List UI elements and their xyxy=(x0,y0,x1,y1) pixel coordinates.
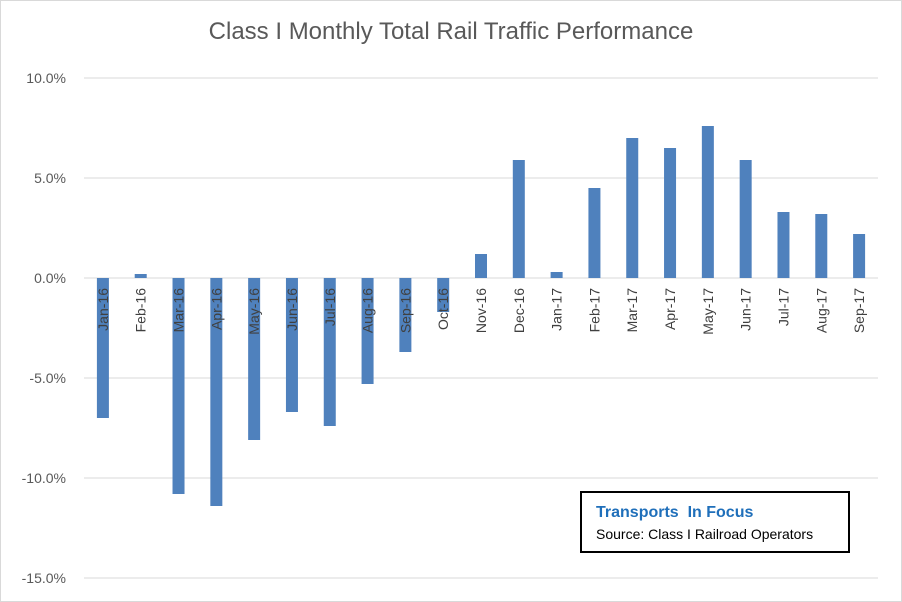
bar xyxy=(172,278,185,494)
y-tick-label: -5.0% xyxy=(29,370,66,386)
bar xyxy=(626,138,639,278)
bar xyxy=(550,272,563,278)
y-tick-label: -10.0% xyxy=(22,470,66,486)
x-category-label: Jul-17 xyxy=(775,288,791,326)
y-axis-tick-labels: 10.0% 5.0% 0.0% -5.0% -10.0% -15.0% xyxy=(22,70,66,586)
bar xyxy=(361,278,374,384)
bar xyxy=(96,278,109,418)
bar xyxy=(853,234,866,278)
bar xyxy=(399,278,412,352)
x-category-label: Mar-17 xyxy=(624,288,640,333)
x-category-label: Aug-17 xyxy=(813,288,829,333)
x-category-label: Apr-17 xyxy=(662,288,678,330)
source-label: Source: Class I Railroad Operators xyxy=(596,526,814,542)
bar xyxy=(701,126,714,278)
x-category-label: Jun-17 xyxy=(738,288,754,331)
source-annotation-box: Transports In Focus Source: Class I Rail… xyxy=(580,491,850,553)
bar xyxy=(588,188,601,278)
bar xyxy=(323,278,336,426)
bars xyxy=(96,126,866,506)
x-category-label: May-17 xyxy=(700,288,716,335)
x-category-label: Oct-16 xyxy=(435,288,451,330)
brand-label: Transports In Focus xyxy=(596,504,754,521)
x-category-label: Jun-16 xyxy=(284,288,300,331)
y-tick-label: 5.0% xyxy=(34,170,66,186)
x-category-label: May-16 xyxy=(246,288,262,335)
bar xyxy=(134,274,147,278)
bar xyxy=(475,254,487,278)
bar xyxy=(248,278,261,440)
chart-title: Class I Monthly Total Rail Traffic Perfo… xyxy=(208,18,694,45)
bar xyxy=(512,160,525,278)
x-category-label: Feb-17 xyxy=(586,288,602,333)
bar xyxy=(664,148,677,278)
x-category-label: Jan-17 xyxy=(549,288,565,331)
x-category-label: Aug-16 xyxy=(360,288,376,333)
x-category-label: Nov-16 xyxy=(473,288,489,333)
bar xyxy=(210,278,223,506)
x-category-label: Jul-16 xyxy=(322,288,338,326)
x-category-label: Jan-16 xyxy=(95,288,111,331)
bar xyxy=(285,278,298,412)
bar xyxy=(739,160,752,278)
x-category-label: Apr-16 xyxy=(208,288,224,330)
y-tick-label: -15.0% xyxy=(22,570,66,586)
bar xyxy=(437,278,450,312)
x-category-label: Mar-16 xyxy=(171,288,187,333)
bar xyxy=(815,214,828,278)
x-category-label: Sep-16 xyxy=(397,288,413,333)
x-category-label: Dec-16 xyxy=(511,288,527,333)
y-tick-label: 0.0% xyxy=(34,270,66,286)
x-category-label: Feb-16 xyxy=(133,288,149,333)
bar xyxy=(777,212,790,278)
y-tick-label: 10.0% xyxy=(26,70,66,86)
x-axis-category-labels: Jan-16 Feb-16 Mar-16 Apr-16 May-16 Jun-16 Jul-… xyxy=(95,288,867,335)
x-category-label: Sep-17 xyxy=(851,288,867,333)
